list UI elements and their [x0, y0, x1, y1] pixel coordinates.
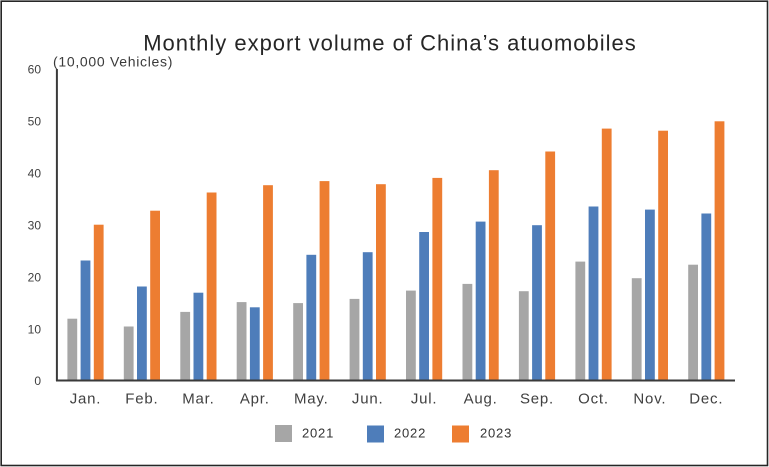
svg-text:2021: 2021 — [302, 426, 334, 441]
svg-text:Mar.: Mar. — [182, 391, 214, 408]
svg-text:50: 50 — [28, 115, 42, 129]
svg-text:Sep.: Sep. — [520, 391, 554, 408]
svg-text:20: 20 — [28, 270, 42, 284]
svg-text:Aug.: Aug. — [464, 391, 498, 408]
svg-text:Jul.: Jul. — [411, 391, 438, 408]
svg-text:Feb.: Feb. — [125, 391, 158, 408]
svg-text:(10,000 Vehicles): (10,000 Vehicles) — [53, 54, 173, 70]
svg-text:10: 10 — [28, 322, 42, 336]
svg-text:Apr.: Apr. — [240, 391, 270, 408]
svg-text:60: 60 — [28, 63, 42, 77]
svg-text:May.: May. — [294, 391, 329, 408]
svg-text:Oct.: Oct. — [578, 391, 609, 408]
svg-text:40: 40 — [28, 167, 42, 181]
svg-text:Nov.: Nov. — [633, 391, 666, 408]
svg-text:Jan.: Jan. — [70, 391, 102, 408]
svg-text:30: 30 — [28, 218, 42, 232]
svg-text:Dec.: Dec. — [689, 391, 723, 408]
svg-text:0: 0 — [34, 374, 41, 388]
svg-text:Jun.: Jun. — [352, 391, 384, 408]
svg-text:Monthly export volume of China: Monthly export volume of China’s atuomob… — [143, 31, 637, 56]
svg-text:2022: 2022 — [394, 426, 426, 441]
svg-text:2023: 2023 — [480, 426, 512, 441]
